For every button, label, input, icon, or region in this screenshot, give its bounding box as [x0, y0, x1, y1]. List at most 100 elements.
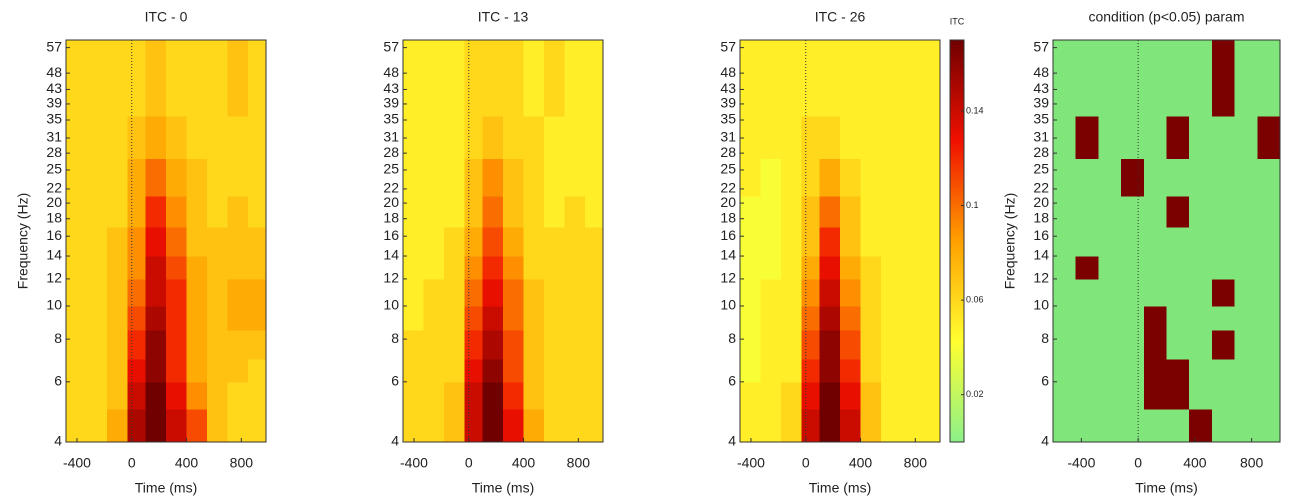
heatmap-cell — [107, 305, 129, 331]
heatmap-cell — [901, 115, 923, 160]
heatmap-cell — [1075, 115, 1099, 160]
x-tick-label: -400 — [63, 455, 91, 471]
y-tick-label: 12 — [46, 270, 62, 286]
heatmap-cell — [740, 115, 762, 160]
heatmap-cell — [1189, 227, 1213, 257]
y-tick-label: 48 — [46, 64, 62, 80]
heatmap-cell — [66, 195, 88, 228]
y-tick-label: 43 — [1033, 80, 1049, 96]
heatmap-cell — [819, 158, 841, 197]
heatmap-cell — [544, 381, 566, 410]
heatmap-cell — [86, 305, 108, 331]
heatmap-cell — [801, 305, 820, 331]
heatmap-cell — [881, 305, 903, 331]
y-tick-label: 57 — [383, 38, 399, 54]
heatmap-cell — [523, 158, 545, 197]
heatmap-cell — [523, 115, 545, 160]
heatmap-cell — [482, 195, 504, 228]
heatmap-cell — [145, 330, 167, 360]
x-tick-label: 400 — [1183, 455, 1207, 471]
heatmap-cell — [585, 330, 604, 360]
heatmap-cell — [503, 158, 525, 197]
heatmap-cell — [107, 278, 129, 307]
heatmap-cell — [801, 195, 820, 228]
heatmap-cell — [503, 305, 525, 331]
y-tick-label: 35 — [1033, 111, 1049, 127]
y-tick-label: 43 — [720, 80, 736, 96]
heatmap-cell — [186, 330, 208, 360]
heatmap-cell — [207, 278, 229, 307]
heatmap-cell — [86, 40, 108, 117]
heatmap-cell — [107, 256, 129, 280]
heatmap-cell — [1075, 227, 1099, 257]
heatmap-cell — [248, 40, 267, 117]
heatmap-cell — [1143, 330, 1167, 360]
heatmap-cell — [503, 227, 525, 257]
heatmap-cell — [1053, 330, 1077, 360]
heatmap-cell — [464, 40, 483, 117]
heatmap-cell — [248, 358, 267, 383]
heatmap-cell — [86, 227, 108, 257]
heatmap-cell — [781, 358, 803, 383]
colorbar-tick-label: 0.02 — [966, 389, 984, 399]
heatmap-cell — [503, 195, 525, 228]
heatmap-cell — [881, 40, 903, 117]
y-tick-label: 48 — [720, 64, 736, 80]
heatmap-cell — [585, 227, 604, 257]
chart-title: condition (p<0.05) param — [1088, 9, 1244, 25]
heatmap-cell — [523, 278, 545, 307]
heatmap-cell — [564, 330, 586, 360]
heatmap-cell — [740, 408, 762, 443]
heatmap-cell — [1166, 40, 1190, 117]
heatmap-cell — [186, 256, 208, 280]
heatmap-cell — [860, 278, 882, 307]
x-axis-label: Time (ms) — [472, 480, 534, 496]
heatmap-cell — [1143, 115, 1167, 160]
heatmap-cell — [423, 305, 445, 331]
heatmap-cell — [922, 358, 941, 383]
heatmap-cell — [1075, 408, 1099, 443]
heatmap-cell — [922, 256, 941, 280]
chart-title: ITC - 26 — [815, 9, 866, 25]
heatmap-cell — [544, 40, 566, 117]
heatmap-cell — [585, 158, 604, 197]
heatmap-cell — [801, 227, 820, 257]
heatmap-cell — [186, 227, 208, 257]
heatmap-cell — [819, 278, 841, 307]
heatmap-cell — [403, 278, 425, 307]
heatmap-cell — [464, 227, 483, 257]
heatmap-cell — [166, 305, 188, 331]
x-tick-label: 400 — [849, 455, 873, 471]
y-tick-label: 16 — [720, 227, 736, 243]
heatmap-cell — [1211, 195, 1236, 228]
y-tick-label: 25 — [383, 161, 399, 177]
heatmap-cell — [781, 278, 803, 307]
heatmap-cell — [186, 115, 208, 160]
heatmap-cell — [801, 408, 820, 443]
heatmap-cell — [544, 195, 566, 228]
y-tick-label: 14 — [383, 247, 399, 263]
heatmap-cell — [544, 278, 566, 307]
colorbar-label: ITC — [950, 16, 965, 26]
heatmap-cell — [86, 278, 108, 307]
heatmap-cell — [248, 381, 267, 410]
heatmap-cell — [840, 227, 862, 257]
heatmap-cell — [423, 227, 445, 257]
x-axis-label: Time (ms) — [1135, 480, 1197, 496]
heatmap-cell — [544, 115, 566, 160]
heatmap-cell — [1257, 158, 1281, 197]
heatmap-cell — [740, 195, 762, 228]
heatmap-cell — [544, 256, 566, 280]
heatmap-cell — [503, 256, 525, 280]
x-tick-label: 800 — [230, 455, 254, 471]
heatmap-cell — [840, 408, 862, 443]
heatmap-cell — [482, 305, 504, 331]
axes-box — [65, 39, 267, 443]
heatmap-cell — [781, 305, 803, 331]
heatmap-cell — [1257, 408, 1281, 443]
heatmap-cell — [1098, 256, 1122, 280]
y-tick-label: 20 — [383, 194, 399, 210]
chart-title: ITC - 13 — [478, 9, 529, 25]
